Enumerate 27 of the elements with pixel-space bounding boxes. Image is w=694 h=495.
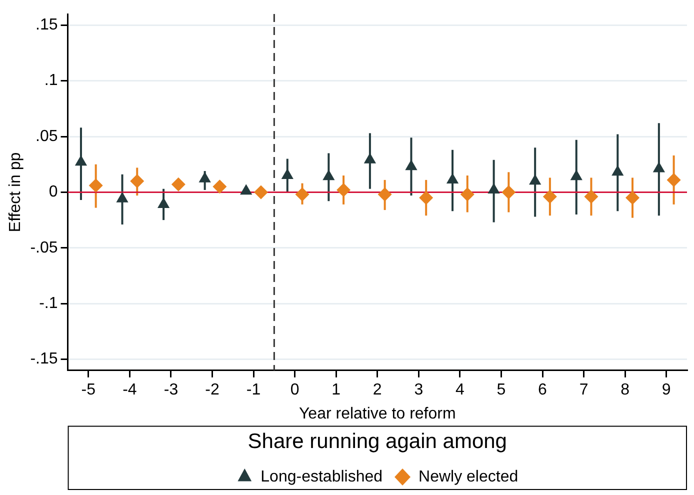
- x-axis-title: Year relative to reform: [298, 406, 456, 423]
- x-tick-label: 7: [579, 381, 588, 398]
- x-tick-label: 4: [455, 381, 464, 398]
- y-tick-label: .1: [44, 72, 58, 90]
- y-tick-label: -.15: [30, 350, 58, 368]
- x-tick-label: -3: [164, 381, 178, 398]
- x-tick-label: 6: [538, 381, 548, 398]
- legend-title: Share running again among: [248, 430, 507, 454]
- y-tick-label: -.05: [30, 239, 58, 256]
- x-tick-label: -2: [205, 381, 220, 398]
- y-tick-label: 0: [48, 184, 58, 201]
- legend-label: Long-established: [260, 468, 383, 486]
- x-tick-label: 5: [496, 381, 506, 398]
- x-tick-label: 0: [290, 381, 300, 398]
- x-tick-label: 3: [414, 381, 424, 398]
- legend-label: Newly elected: [418, 468, 518, 486]
- y-axis-title: Effect in pp: [7, 152, 24, 232]
- x-tick-label: -1: [246, 381, 261, 398]
- y-tick-label: -.1: [39, 294, 58, 312]
- x-tick-label: -4: [122, 381, 137, 398]
- x-tick-label: -5: [81, 381, 96, 398]
- y-tick-label: .05: [36, 128, 58, 145]
- x-tick-label: 1: [332, 381, 341, 398]
- x-tick-label: 8: [620, 381, 630, 398]
- x-tick-label: 9: [662, 381, 671, 398]
- x-tick-label: 2: [372, 381, 382, 398]
- y-tick-label: .15: [36, 16, 58, 34]
